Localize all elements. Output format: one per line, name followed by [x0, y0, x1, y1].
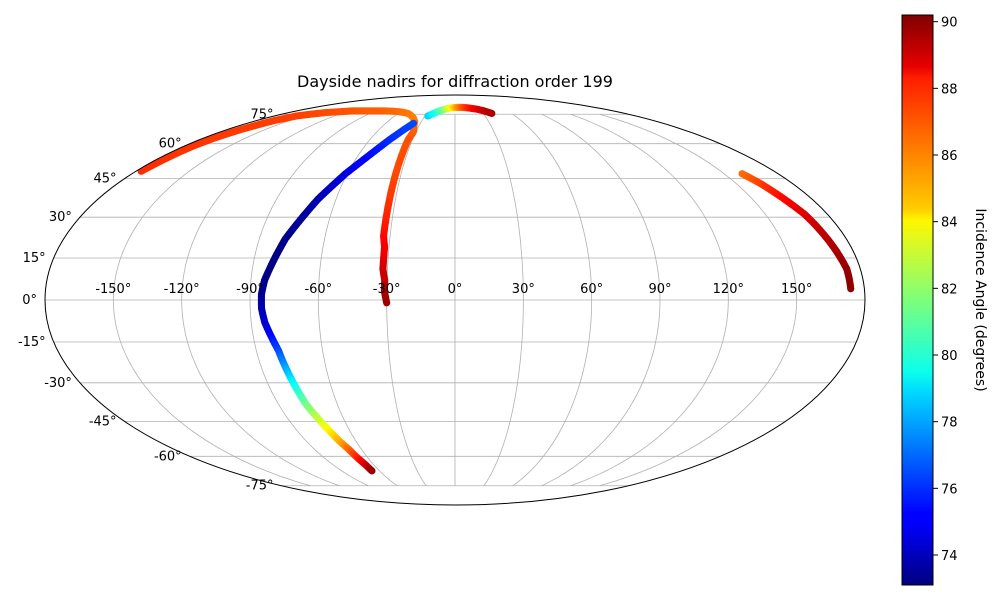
meridian-line [483, 114, 524, 486]
colorbar-tick-label: 78 [941, 416, 958, 431]
lat-tick-label: -30° [44, 376, 72, 391]
lat-tick-label: -75° [246, 479, 274, 494]
meridian-line [112, 113, 311, 487]
lon-tick-label: 60° [580, 282, 603, 297]
lat-tick-label: -45° [89, 414, 117, 429]
lon-tick-label: 0° [448, 282, 463, 297]
colorbar-tick-label: 88 [941, 82, 958, 97]
data-point [488, 109, 496, 117]
colorbar-tick-label: 76 [941, 482, 958, 497]
data-points [137, 103, 855, 475]
colorbar: 74 76 78 80 82 84 86 88 90 Incidence Angle (degr… [901, 14, 988, 586]
map-area: -150° -120° -90° -60° -30° 0° 30° 60° 90° 120° 150… [18, 94, 866, 506]
graticule [45, 113, 865, 487]
colorbar-label: Incidence Angle (degrees) [972, 208, 988, 391]
lat-tick-label: 15° [23, 251, 46, 266]
lat-tick-label: 60° [159, 137, 182, 152]
colorbar-tick-label: 86 [941, 149, 958, 164]
lat-tick-label: 30° [49, 210, 72, 225]
latitude-labels: -75° -60° -45° -30° -15° 0° 15° 30° 45° 60° 75° [18, 107, 274, 493]
meridian-line [249, 113, 369, 487]
lat-tick-label: 45° [94, 172, 117, 187]
meridian-line [181, 113, 340, 487]
colorbar-tick-label: 84 [941, 216, 958, 231]
colorbar-tick-label: 82 [941, 282, 958, 297]
meridian-line [570, 113, 729, 487]
data-point [137, 167, 145, 175]
longitude-labels: -150° -120° -90° -60° -30° 0° 30° 60° 90° 120° 150… [95, 282, 812, 297]
colorbar-tick-label: 80 [941, 349, 958, 364]
colorbar-tick-label: 74 [941, 549, 958, 564]
lon-tick-label: -90° [236, 282, 264, 297]
meridian-line [512, 113, 593, 487]
meridian-line [599, 113, 798, 487]
colorbar-tick-label: 90 [941, 16, 958, 31]
lat-tick-label: 75° [250, 107, 273, 122]
data-point [847, 285, 855, 293]
data-point [368, 467, 376, 475]
lon-tick-label: -120° [164, 282, 200, 297]
lon-tick-label: -60° [304, 282, 332, 297]
map-outline [44, 94, 866, 506]
lon-tick-label: -30° [373, 282, 401, 297]
lon-tick-label: -150° [95, 282, 131, 297]
lon-tick-label: 120° [713, 282, 744, 297]
colorbar-ticks: 74 76 78 80 82 84 86 88 90 [933, 16, 958, 564]
lon-tick-label: 30° [512, 282, 535, 297]
chart-title: Dayside nadirs for diffraction order 199 [297, 72, 613, 91]
colorbar-gradient [901, 14, 934, 586]
lon-tick-label: 150° [781, 282, 812, 297]
lon-tick-label: 90° [648, 282, 671, 297]
lat-tick-label: -15° [18, 335, 46, 350]
lat-tick-label: -60° [154, 449, 182, 464]
meridian-line [541, 113, 661, 487]
lat-tick-label: 0° [22, 293, 37, 308]
